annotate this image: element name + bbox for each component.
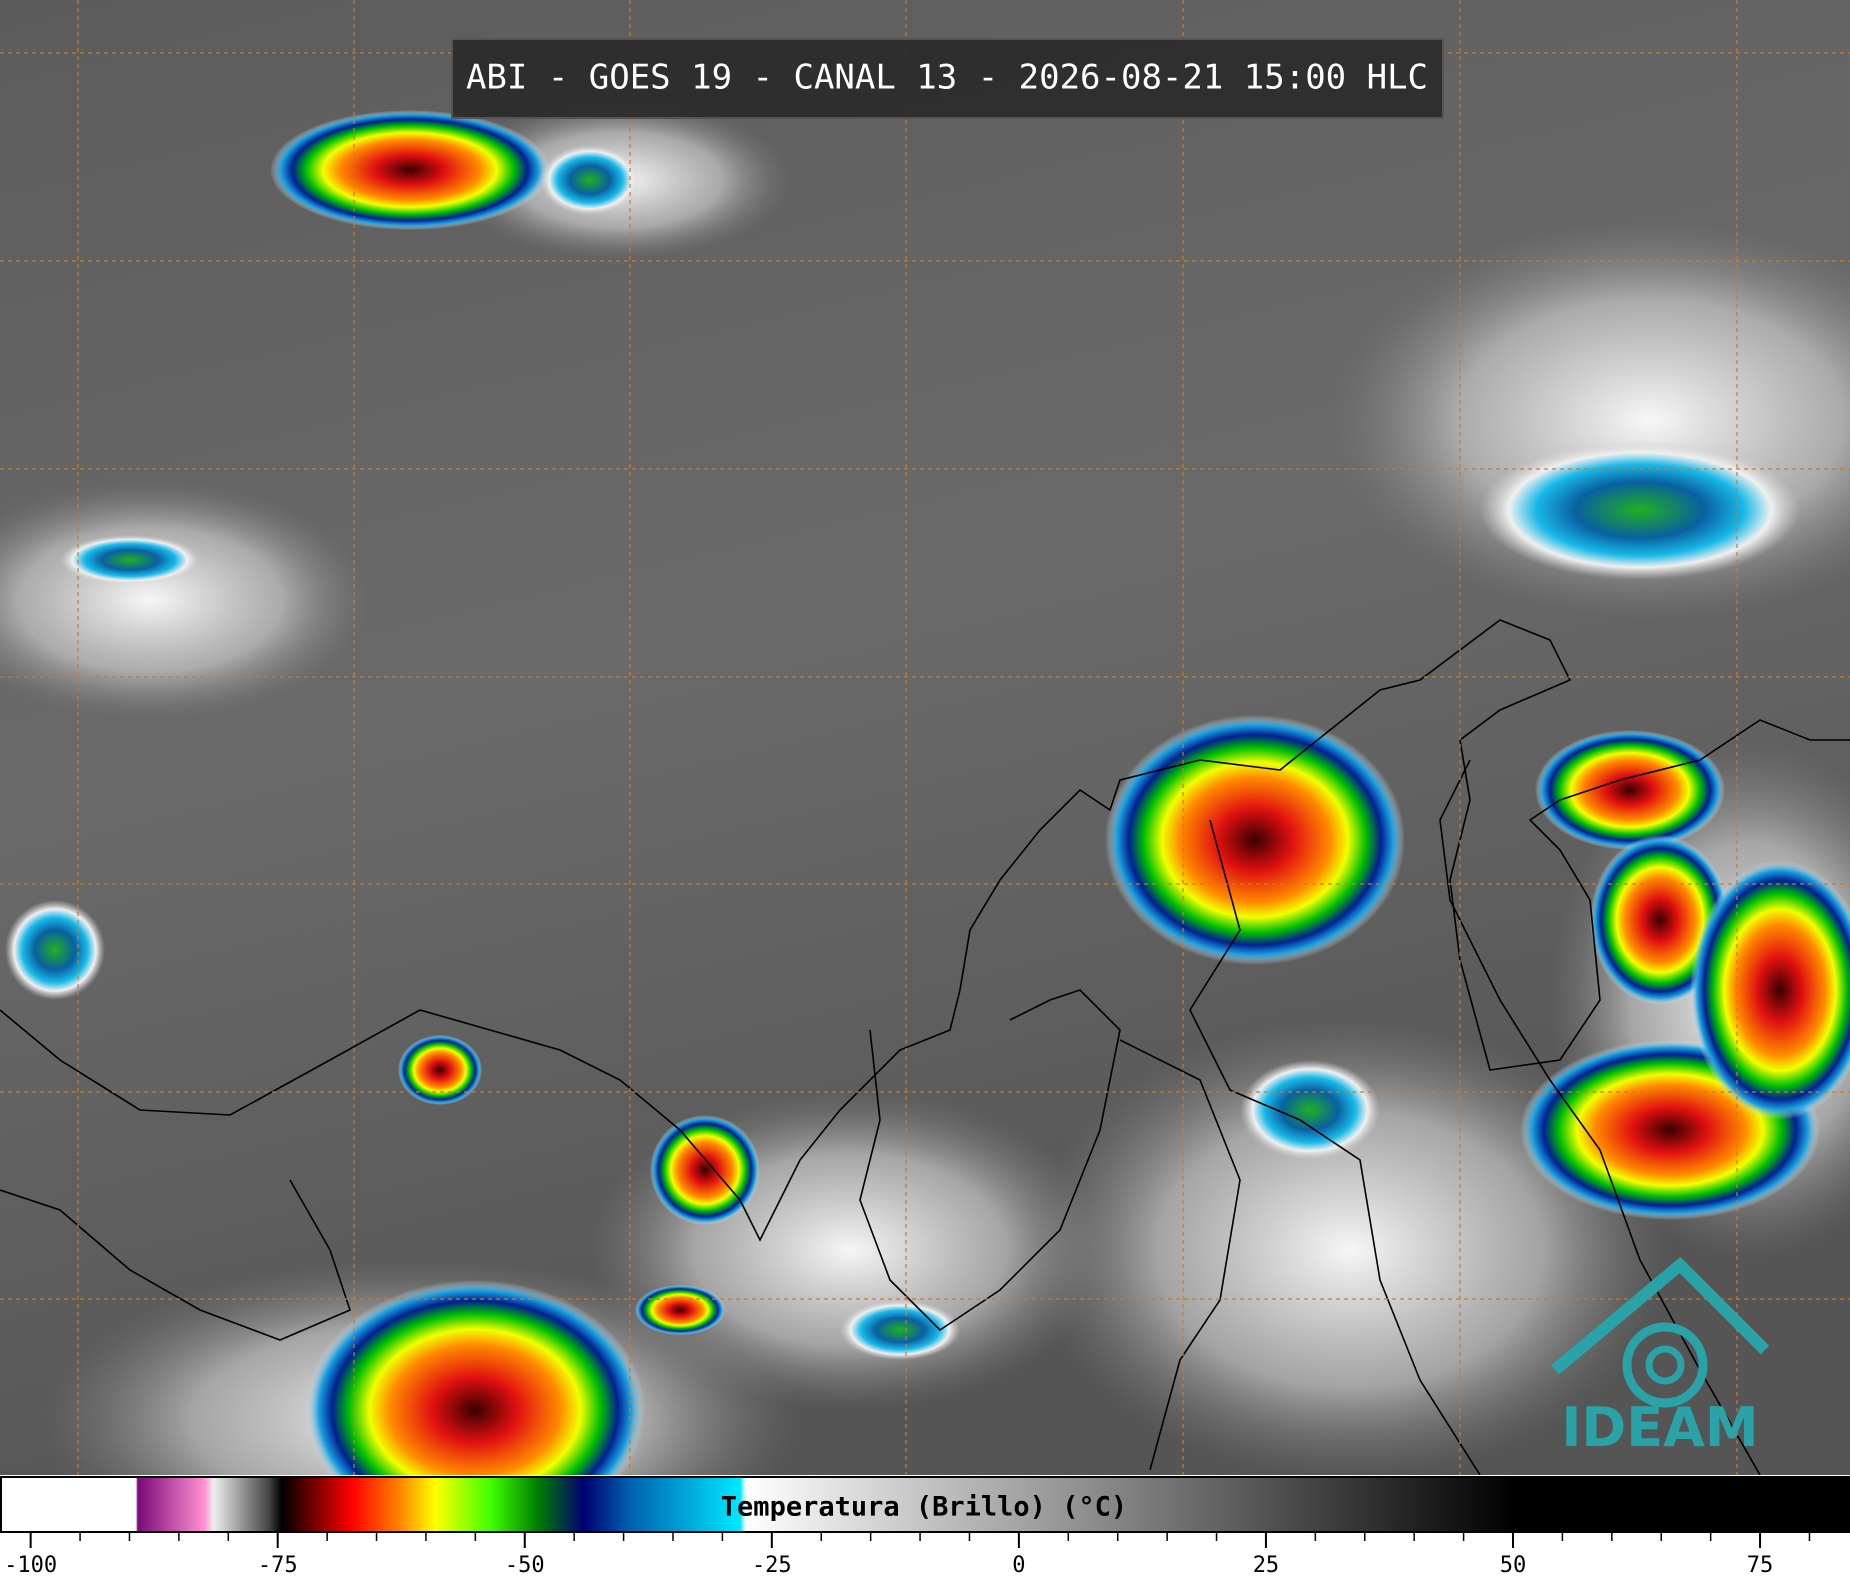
colorbar-label: Temperatura (Brillo) (°C) bbox=[721, 1492, 1127, 1523]
title-box bbox=[451, 38, 1444, 119]
logo: IDEAM bbox=[1551, 1256, 1770, 1459]
title: ABI - GOES 19 - CANAL 13 - 2026-08-21 15… bbox=[466, 58, 1428, 98]
tick-label: -75 bbox=[258, 1553, 298, 1577]
tick-label: -100 bbox=[4, 1553, 57, 1577]
colorbar bbox=[0, 1476, 1850, 1533]
tick-label: 75 bbox=[1747, 1553, 1774, 1577]
tick-label: -25 bbox=[752, 1553, 792, 1577]
colorbar-ticks: -100 -75 -50 -25 0 25 50 75 bbox=[4, 1532, 1811, 1577]
coastlines bbox=[0, 619, 1850, 1476]
graticule bbox=[0, 0, 1850, 1475]
logo-text: IDEAM bbox=[1561, 1396, 1758, 1459]
tick-label: 0 bbox=[1012, 1553, 1025, 1577]
tick-label: -50 bbox=[505, 1553, 545, 1577]
tick-label: 25 bbox=[1253, 1553, 1280, 1577]
tick-label: 50 bbox=[1500, 1553, 1527, 1577]
